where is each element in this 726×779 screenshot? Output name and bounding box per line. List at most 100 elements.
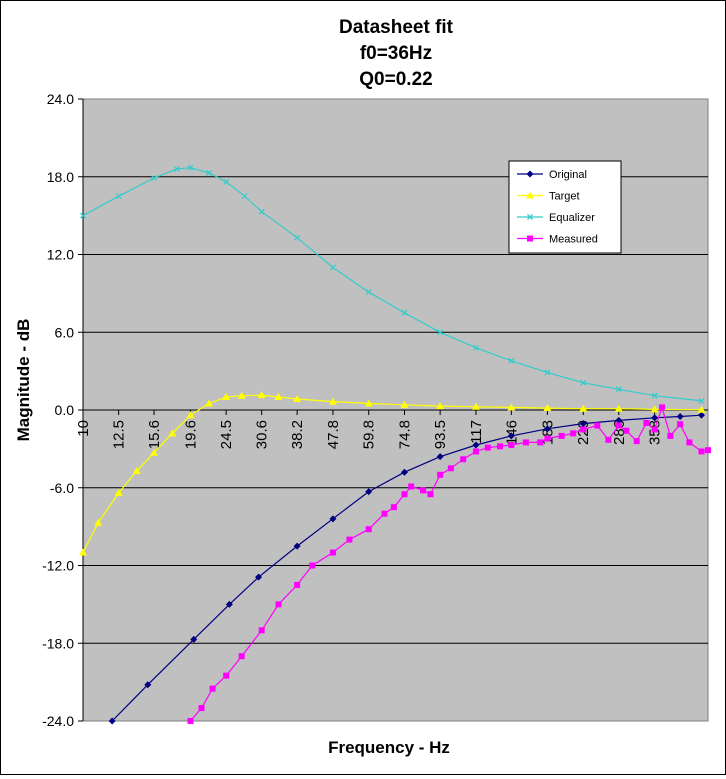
data-point [365,526,372,533]
y-tick-label: 6.0 [55,324,75,340]
x-tick-label: 30.6 [254,420,271,449]
data-point [507,403,516,411]
x-tick-label: 15.6 [146,420,163,449]
data-point [651,392,658,399]
data-point [460,456,467,463]
data-point [257,391,266,399]
data-point [698,448,705,455]
data-point [437,329,444,336]
data-point [190,635,198,643]
data-point [400,468,408,476]
data-point [650,405,659,413]
x-tick-label: 24.5 [218,420,235,449]
data-point [173,166,180,172]
data-point [526,170,534,178]
data-point [150,448,159,456]
data-point [238,653,245,660]
x-tick-label: 19.6 [183,420,200,449]
data-point [198,705,205,712]
data-point [401,309,408,316]
data-point [508,357,515,364]
y-tick-label: 12.0 [47,247,74,263]
data-point [94,518,103,526]
data-point [237,391,246,399]
data-point [558,432,565,439]
data-point [527,235,533,242]
data-point [623,427,630,434]
x-axis-title: Frequency - Hz [328,738,450,757]
chart-title-line: Datasheet fit [339,17,454,38]
data-point [274,393,283,401]
data-point [258,208,265,215]
data-point [484,444,491,451]
data-point [615,422,622,429]
data-point [80,212,86,219]
data-point [594,422,601,429]
data-point [537,439,544,446]
data-point [643,419,650,426]
legend-label: Original [549,169,587,181]
x-tick-label: 38.2 [289,420,306,449]
series-measured [187,404,711,724]
data-point [614,404,623,412]
x-tick-label: 146 [503,420,520,445]
data-point [544,435,551,442]
data-point [204,399,213,407]
data-point [651,414,659,422]
data-point [275,601,282,608]
data-point [329,264,336,271]
y-tick-label: 0.0 [55,402,75,418]
data-point [309,562,316,569]
data-point [659,404,666,411]
data-point [447,465,454,472]
data-point [677,421,684,428]
data-point [472,344,479,351]
series-line [111,414,702,722]
data-point [615,386,622,393]
data-point [222,393,231,401]
x-tick-label: 12.5 [111,420,128,449]
data-point [579,420,587,428]
data-point [496,443,503,450]
data-point [206,169,212,176]
y-tick-label: 24.0 [47,91,74,107]
data-point [651,426,658,433]
data-point [258,627,265,634]
chart-title-line: f0=36Hz [360,43,432,64]
data-point [579,404,588,412]
data-point [580,426,587,433]
data-point [697,411,705,419]
data-point [144,681,152,689]
data-point [241,193,248,200]
data-point [507,432,515,440]
data-point [329,515,337,523]
series-line [82,394,702,553]
data-point [471,402,480,410]
data-point [187,718,194,724]
x-tick-label: 117 [468,420,485,444]
data-point [472,448,479,455]
data-point [364,399,373,407]
y-tick-label: -12.0 [42,558,74,574]
data-point [543,404,552,412]
x-tick-label: 183 [539,420,556,445]
data-point [705,447,711,454]
data-point [168,429,177,437]
data-point [633,438,640,445]
data-point [328,397,337,405]
data-point [437,471,444,478]
chart-title-line: Q0=0.22 [359,69,432,90]
data-point [346,536,353,543]
legend-label: Equalizer [549,212,595,224]
data-point [294,581,301,588]
series-target [79,391,706,556]
data-point [408,483,415,490]
data-point [698,397,705,404]
series-equalizer [80,164,705,404]
data-point [294,234,301,241]
data-point [186,411,195,419]
data-point [420,487,427,494]
data-point [580,379,587,386]
